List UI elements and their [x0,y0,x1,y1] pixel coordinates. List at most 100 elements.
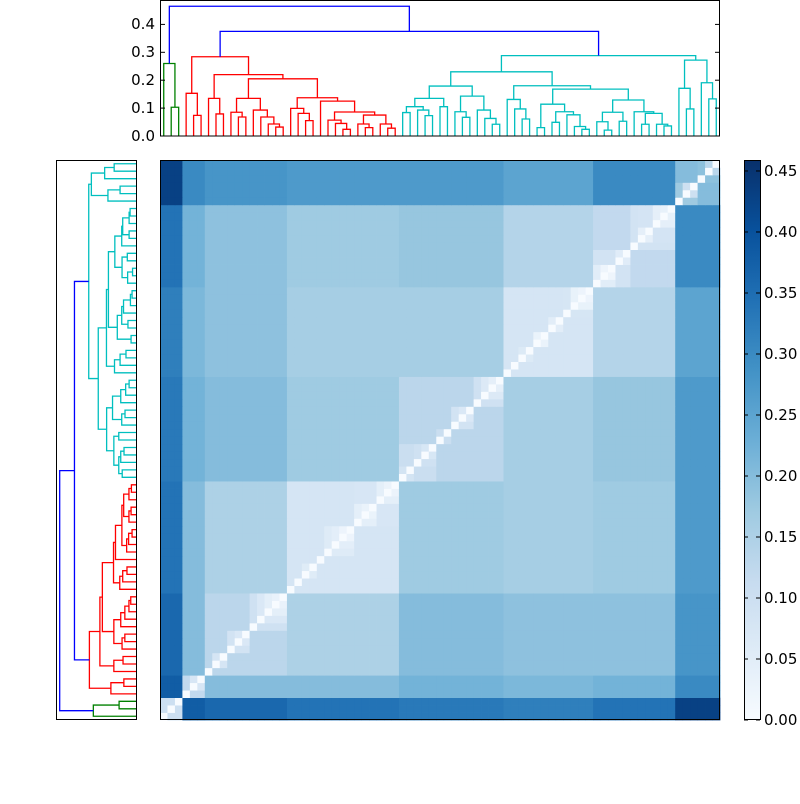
heatmap-cell [496,414,504,422]
dendrogram-link [115,525,136,559]
heatmap-cell [399,541,407,549]
heatmap-cell [436,503,444,511]
heatmap-cell [466,324,474,332]
heatmap-cell [205,578,213,586]
heatmap-cell [414,481,422,489]
heatmap-cell [279,630,287,638]
heatmap-cell [384,347,392,355]
heatmap-cell [354,309,362,317]
heatmap-cell [406,645,414,653]
heatmap-cell [384,601,392,609]
heatmap-cell [675,391,683,399]
heatmap-cell [466,578,474,586]
heatmap-cell [526,369,534,377]
heatmap-cell [459,369,467,377]
heatmap-cell [406,265,414,273]
heatmap-cell [369,265,377,273]
heatmap-cell [257,533,265,541]
heatmap-cell [212,451,220,459]
heatmap-cell [220,391,228,399]
heatmap-cell [698,369,706,377]
heatmap-cell [309,362,317,370]
heatmap-cell [257,608,265,616]
heatmap-cell [645,391,653,399]
heatmap-cell [601,332,609,340]
heatmap-cell [279,414,287,422]
heatmap-cell [615,563,623,571]
heatmap-cell [250,399,258,407]
heatmap-cell [548,459,556,467]
heatmap-cell [294,369,302,377]
heatmap-cell [563,601,571,609]
heatmap-cell [444,287,452,295]
heatmap-cell [220,578,228,586]
heatmap-cell [197,317,205,325]
heatmap-cell [481,615,489,623]
heatmap-cell [347,645,355,653]
dendrogram-link [194,115,201,136]
heatmap-cell [421,563,429,571]
heatmap-cell [287,593,295,601]
heatmap-cell [548,377,556,385]
heatmap-cell [265,526,273,534]
heatmap-cell [414,533,422,541]
heatmap-cell [220,503,228,511]
heatmap-cell [399,279,407,287]
heatmap-cell [324,406,332,414]
heatmap-cell [451,630,459,638]
heatmap-cell [302,489,310,497]
heatmap-cell [496,615,504,623]
dendrogram-link [132,291,136,298]
heatmap-cell [451,384,459,392]
heatmap-cell [302,347,310,355]
heatmap-cell [578,653,586,661]
heatmap-cell [362,481,370,489]
heatmap-cell [279,384,287,392]
heatmap-cell [496,287,504,295]
heatmap-cell [212,347,220,355]
heatmap-cell [354,250,362,258]
heatmap-cell [317,705,325,713]
heatmap-cell [160,369,168,377]
heatmap-cell [421,347,429,355]
heatmap-cell [489,302,497,310]
heatmap-cell [556,571,564,579]
heatmap-cell [556,683,564,691]
heatmap-cell [190,526,198,534]
heatmap-cell [690,444,698,452]
heatmap-cell [653,317,661,325]
heatmap-cell [250,451,258,459]
heatmap-cell [175,526,183,534]
heatmap-cell [683,377,691,385]
heatmap-cell [526,429,534,437]
heatmap-cell [421,257,429,265]
heatmap-cell [593,496,601,504]
heatmap-cell [369,690,377,698]
heatmap-cell [257,683,265,691]
heatmap-cell [377,690,385,698]
heatmap-cell [705,593,713,601]
heatmap-cell [653,668,661,676]
heatmap-cell [511,548,519,556]
heatmap-cell [384,459,392,467]
heatmap-cell [578,399,586,407]
heatmap-cell [466,593,474,601]
heatmap-cell [660,339,668,347]
heatmap-cell [623,541,631,549]
heatmap-cell [578,444,586,452]
heatmap-cell [265,421,273,429]
heatmap-cell [436,459,444,467]
dendrogram-link [415,98,444,106]
heatmap-cell [593,354,601,362]
heatmap-cell [660,668,668,676]
heatmap-cell [250,563,258,571]
heatmap-cell [279,324,287,332]
heatmap-cell [518,526,526,534]
heatmap-cell [212,698,220,706]
heatmap-cell [474,608,482,616]
heatmap-cell [496,317,504,325]
dendrogram-link [121,451,136,462]
heatmap-cell [220,466,228,474]
heatmap-cell [309,541,317,549]
dendrogram-link [129,380,136,387]
